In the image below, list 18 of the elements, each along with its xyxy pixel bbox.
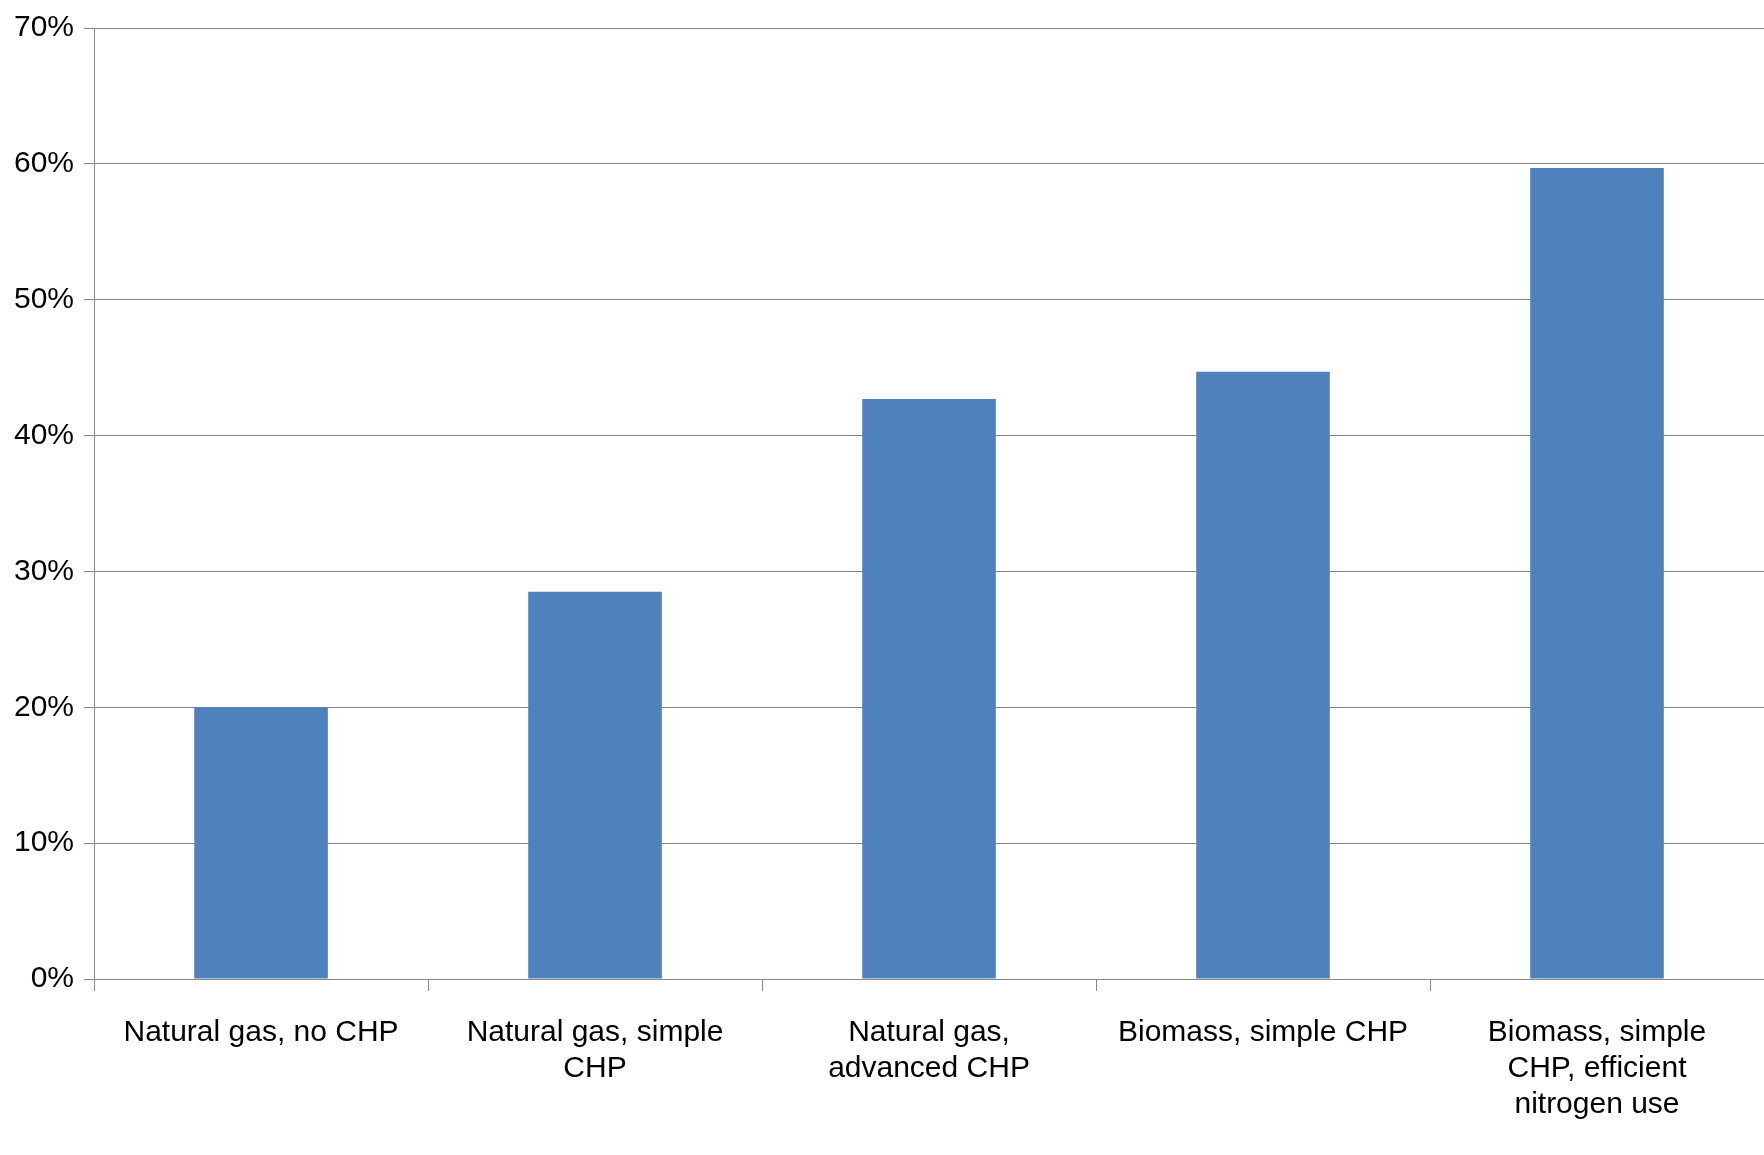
- y-tick-label: 30%: [14, 552, 75, 586]
- x-tick-label: Natural gas, simple CHP: [466, 1014, 724, 1084]
- x-tick-label: Biomass, simple CHP: [1117, 1014, 1409, 1048]
- x-tick-label: Natural gas, no CHP: [123, 1014, 399, 1048]
- x-tick-label: Natural gas, advanced CHP: [828, 1014, 1030, 1084]
- bar: [1530, 167, 1664, 979]
- y-tick-label: 40%: [14, 416, 75, 450]
- y-tick-label: 10%: [14, 824, 75, 858]
- y-tick-label: 20%: [14, 688, 75, 722]
- y-tick-label: 0%: [30, 960, 75, 994]
- bar: [862, 398, 996, 979]
- y-tick-label: 70%: [14, 9, 75, 43]
- bar: [528, 591, 662, 979]
- bar: [194, 707, 328, 979]
- y-tick-label: 60%: [14, 145, 75, 179]
- y-tick-label: 50%: [14, 280, 75, 314]
- bar: [1196, 371, 1330, 979]
- x-tick-label: Biomass, simple CHP, efficient nitrogen use: [1487, 1014, 1707, 1120]
